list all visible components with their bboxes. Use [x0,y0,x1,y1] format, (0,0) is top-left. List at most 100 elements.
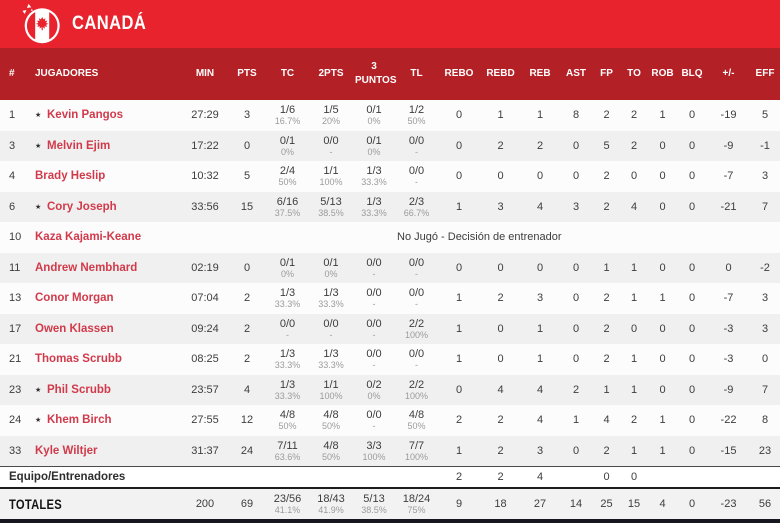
stat-tl: 2/2 100% [395,314,438,345]
stat-fp: 1 [603,261,610,274]
stat-tl: 2/3 66.7% [395,192,438,223]
made-attempted: 1/3 [323,287,339,300]
stat-p2: 1/1 100% [309,375,353,406]
player-name[interactable]: Thomas Scrubb [35,353,122,366]
player-number: 11 [9,261,21,274]
player-name[interactable]: Conor Morgan [35,292,114,305]
stat-rebo: 1 [455,444,463,457]
stat-blq: 0 [688,109,696,122]
player-name[interactable]: Khem Birch [47,414,112,427]
player-name[interactable]: Brady Heslip [35,170,106,183]
team-row-tl [395,465,438,488]
player-number: 1 [9,109,16,122]
player-row: 10 Kaza Kajami-Keane No Jugó - Decisión de… [0,222,780,253]
stat-pm: -15 [720,444,737,457]
player-name-cell[interactable]: Owen Klassen [28,314,182,345]
stat-fp: 2 [603,170,610,183]
stat-tl: 0/0- [395,253,438,284]
shot-percentage: - [372,360,376,371]
player-name[interactable]: Melvin Ejim [47,139,111,152]
stat-pts: 4 [243,383,251,396]
player-name[interactable]: Andrew Nembhard [35,261,138,274]
shot-percentage: 41.1% [274,505,301,515]
made-attempted: 1/3 [366,195,382,208]
stat-p3: 0/0- [353,283,395,314]
player-name-cell[interactable]: Kaza Kajami-Keane [28,222,182,253]
player-name-cell[interactable]: Brady Heslip [28,161,182,192]
flag-circle [24,8,60,44]
stat-pts: 5 [243,170,251,183]
stat-min: 31:37 [191,444,219,457]
player-row: 6 ★ Cory Joseph 33:56 15 6/16 37.5% 5/13 38.5% 1/… [0,191,780,223]
col-header-plusminus: +/- [722,67,735,79]
stat-rebd: 2 [497,414,504,427]
made-attempted: 23/56 [273,493,302,505]
stat-fp: 2 [603,444,610,457]
stat-to: 1 [630,444,638,457]
shot-percentage: 50% [407,116,426,127]
player-name[interactable]: Kaza Kajami-Keane [35,231,142,244]
player-name-cell[interactable]: ★ Melvin Ejim [28,131,182,162]
player-row: 11 Andrew Nembhard 02:19 0 0/1 0% 0/1 0% 0/0-0/0… [0,252,780,284]
stat-ast: 0 [572,261,580,274]
player-name-cell[interactable]: ★ Khem Birch [28,405,182,436]
made-attempted: 2/4 [279,165,296,178]
made-attempted: 0/0 [323,134,339,147]
totals-pts: 69 [228,487,266,519]
made-attempted: 0/0 [408,348,425,361]
player-name[interactable]: Owen Klassen [35,322,114,335]
stat-tc: 0/1 0% [266,131,309,162]
stat-rob: 1 [659,292,666,305]
team-header-bar: CANADÁ [0,0,780,48]
col-header-reb: REB [529,67,551,79]
made-attempted: 1/1 [323,378,339,391]
stat-rebo: 0 [455,383,463,396]
stat-min: 17:22 [191,139,219,152]
shot-percentage: 0% [280,268,294,279]
stat-eff: 5 [761,109,769,122]
stat-rob: 1 [659,444,666,457]
player-name[interactable]: Kevin Pangos [47,109,124,122]
stat-blq: 0 [688,292,696,305]
stat-rebd: 4 [497,383,504,396]
col-header-eff: EFF [755,67,775,79]
player-name-cell[interactable]: ★ Cory Joseph [28,192,182,223]
player-name-cell[interactable]: ★ Kevin Pangos [28,100,182,131]
stat-p3: 3/3 100% [353,436,395,467]
player-name-cell[interactable]: Thomas Scrubb [28,344,182,375]
stat-fp: 1 [603,383,610,396]
stat-ast: 0 [572,292,580,305]
col-header-pts: PTS [237,67,257,79]
player-name[interactable]: Cory Joseph [47,200,117,213]
player-name-cell[interactable]: Conor Morgan [28,283,182,314]
stat-fp: 2 [603,353,610,366]
totals-3pts: 5/13 38.5% [353,487,395,519]
player-row: 4 Brady Heslip 10:32 5 2/4 50% 1/1 100% 1/3 33.3%… [0,161,780,192]
team-row-rebd: 2 [480,465,521,488]
shot-percentage: 33.3% [274,299,301,310]
stat-min: 08:25 [191,353,219,366]
player-name-cell[interactable]: ★ Phil Scrubb [28,375,182,406]
totals-label: TOTALES [9,496,62,512]
player-name-cell[interactable]: Andrew Nembhard [28,253,182,284]
totals-row: TOTALES 200 69 23/56 41.1% 18/43 41.9% 5… [0,487,780,519]
shot-percentage: 50% [407,421,426,432]
made-attempted: 2/2 [408,317,425,330]
player-name[interactable]: Kyle Wiltjer [35,444,98,457]
shot-percentage: 100% [404,451,429,462]
stat-rebo: 0 [455,139,463,152]
made-attempted: 0/0 [408,256,425,269]
player-name[interactable]: Phil Scrubb [47,383,111,396]
stat-reb: 0 [536,261,544,274]
totals-eff: 56 [750,487,780,519]
stat-reb: 1 [536,322,544,335]
stat-pm: -19 [720,109,737,122]
player-name-cell[interactable]: Kyle Wiltjer [28,436,182,467]
stat-eff: 7 [761,200,769,213]
summary-tbody: Equipo/Entrenadores 2 2 4 0 0 [0,465,780,519]
stat-rebd: 0 [497,322,504,335]
stat-p2: 0/1 0% [309,253,353,284]
stat-p2: 0/0- [309,131,353,162]
stat-tl: 0/0- [395,344,438,375]
stat-min: 07:04 [191,292,219,305]
